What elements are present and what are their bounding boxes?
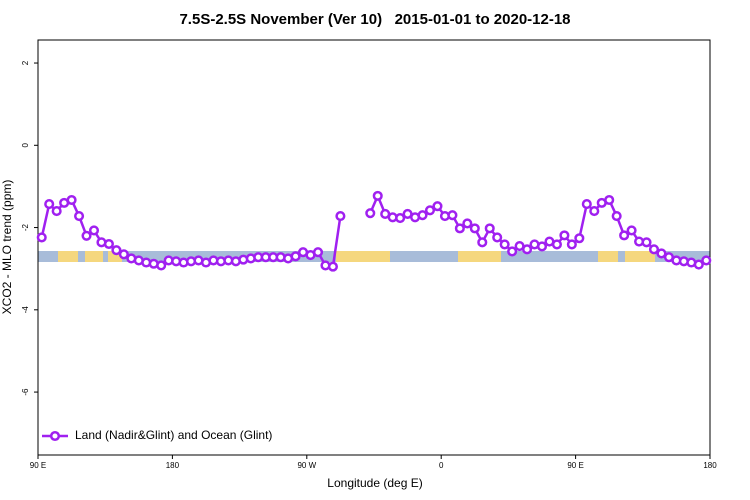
data-point [492, 232, 503, 243]
data-point [156, 260, 167, 271]
plot-frame [37, 39, 711, 456]
data-point [118, 249, 129, 260]
data-point [693, 259, 704, 270]
data-point [626, 225, 637, 236]
data-point [424, 205, 436, 216]
x-tick-label: 180 [703, 461, 717, 470]
x-tick-label: 90 W [297, 461, 316, 470]
land-band [108, 251, 122, 262]
data-point [469, 223, 480, 234]
land-band [625, 251, 655, 262]
chart-title: 7.5S-2.5S November (Ver 10) 2015-01-01 t… [179, 11, 570, 28]
x-tick-label: 90 E [30, 461, 46, 470]
data-point [66, 194, 77, 206]
data-point [611, 210, 622, 222]
data-point [536, 241, 548, 252]
data-point [574, 233, 585, 244]
y-tick-label: -6 [21, 388, 30, 396]
data-point [365, 208, 376, 219]
land-band [598, 251, 618, 262]
data-point [81, 230, 92, 241]
data-point [103, 238, 114, 250]
data-point [507, 246, 518, 257]
data-point [619, 230, 630, 241]
y-tick-label: 0 [21, 143, 30, 148]
y-axis-label: XCO2 - MLO trend (ppm) [0, 180, 14, 315]
data-point [372, 190, 383, 201]
x-tick-label: 90 E [567, 461, 583, 470]
data-point [44, 199, 55, 210]
land-band [85, 251, 103, 262]
x-tick-label: 0 [439, 461, 444, 470]
data-point [648, 244, 660, 255]
data-point [36, 232, 47, 243]
x-axis-label: Longitude (deg E) [327, 476, 422, 490]
data-point [581, 199, 592, 210]
data-point [327, 261, 338, 272]
land-ocean-band [38, 251, 710, 262]
data-point [462, 218, 473, 229]
y-tick-label: 2 [21, 60, 30, 65]
y-tick-label: -2 [21, 223, 30, 231]
y-tick-label: -4 [21, 306, 30, 314]
data-point [484, 223, 495, 234]
x-tick-label: 180 [166, 461, 180, 470]
data-point [395, 213, 406, 224]
data-point [111, 245, 122, 256]
data-point [559, 230, 570, 241]
data-point [641, 237, 652, 248]
data-point [432, 201, 443, 212]
legend-label: Land (Nadir&Glint) and Ocean (Glint) [75, 428, 272, 442]
data-point [701, 255, 712, 266]
data-point [522, 244, 533, 255]
data-point [88, 225, 100, 236]
data-point [454, 223, 465, 234]
data-point [499, 239, 510, 250]
data-point [589, 206, 600, 217]
land-band [58, 251, 78, 262]
legend-marker [49, 430, 61, 442]
data-point [656, 248, 667, 259]
data-point [566, 239, 577, 250]
data-point [51, 206, 62, 217]
data-point [604, 194, 615, 206]
data-point [447, 210, 458, 221]
land-band [336, 251, 390, 262]
data-point [290, 251, 301, 262]
data-point [312, 247, 324, 258]
data-point [335, 210, 346, 222]
data-point [551, 239, 562, 250]
data-point [417, 210, 428, 221]
data-point [477, 237, 488, 248]
data-point [74, 210, 85, 222]
land-band [458, 251, 501, 262]
